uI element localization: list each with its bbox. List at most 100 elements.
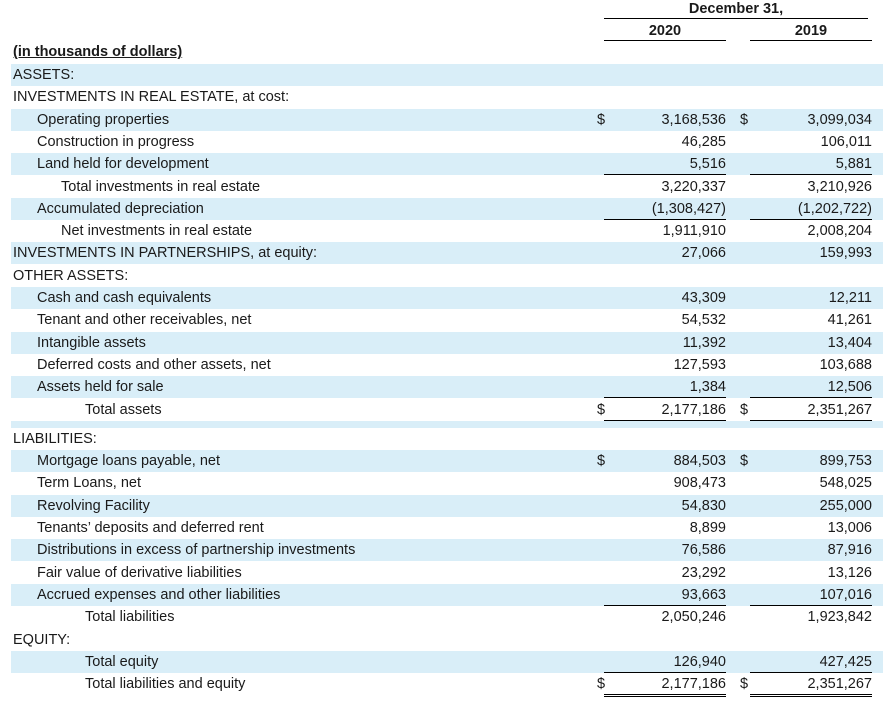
row-label: Mortgage loans payable, net [37,453,220,470]
underline-2019 [750,174,872,176]
value-2020: 908,473 [673,475,726,492]
value-2020: 127,593 [673,356,726,373]
row-label: Total liabilities and equity [85,676,246,693]
value-2019: 899,753 [819,453,872,470]
table-row: Tenant and other receivables, net 54,532 4… [11,309,883,331]
table-row: EQUITY: [11,629,883,651]
table-row [11,420,883,428]
dollar-sign-2019: $ [740,453,749,470]
underline-2020 [604,218,726,220]
underline-2019 [750,671,872,673]
value-2019: 548,025 [819,475,872,492]
value-2019: 107,016 [819,586,872,603]
underline-2020 [604,671,726,673]
row-label: INVESTMENTS IN PARTNERSHIPS, at equity: [13,245,318,262]
value-2019: 3,210,926 [807,178,872,195]
value-2019: 12,506 [827,379,872,396]
dollar-sign-2020: $ [597,676,606,693]
underline-2020 [604,694,726,698]
row-label: Total investments in real estate [61,178,261,195]
row-label: Tenant and other receivables, net [37,312,252,329]
value-2019: 13,006 [827,520,872,536]
value-2020: 93,663 [681,586,726,603]
period-header-rule [604,18,868,19]
underline-2019 [750,604,872,606]
table-row: Cash and cash equivalents 43,309 12,211 [11,287,883,309]
value-2020: 5,516 [689,156,726,173]
table-row: Distributions in excess of partnership i… [11,539,883,562]
row-label: INVESTMENTS IN REAL ESTATE, at cost: [13,89,290,106]
value-2019: 1,923,842 [807,609,872,626]
column-header-2019: 2019 [794,23,828,39]
value-2020: 3,220,337 [661,178,726,195]
row-label: Total assets [85,401,162,418]
value-2020: 23,292 [681,564,726,581]
dollar-sign-2019: $ [740,401,749,418]
value-2019: 2,008,204 [807,223,872,240]
value-2020: 126,940 [673,653,726,670]
row-label: Accumulated depreciation [37,200,204,217]
value-2019: 13,404 [827,334,872,351]
row-label: Land held for development [37,156,209,173]
column-header-2019-rule [750,40,872,41]
value-2020: 2,050,246 [661,609,726,626]
dollar-sign-2020: $ [597,111,606,128]
value-2020: 54,532 [681,312,726,329]
dollar-sign-2020: $ [597,401,606,418]
value-2020: 54,830 [681,497,726,514]
table-row: Revolving Facility 54,830 255,000 [11,494,883,517]
table-row: Total liabilities and equity $ $2,177,186 2… [11,673,883,698]
value-2020: 3,168,536 [661,111,726,128]
table-row: Mortgage loans payable, net $ $884,503 899,… [11,450,883,473]
table-row: Total equity 126,940 427,425 [11,650,883,673]
underline-2020 [604,174,726,176]
table-row: Deferred costs and other assets, net 127,… [11,354,883,376]
value-2019: 3,099,034 [807,111,872,128]
value-2020: 8,899 [689,520,726,536]
table-row: Total liabilities 2,050,246 1,923,842 [11,606,883,628]
row-label: Tenants’ deposits and deferred rent [37,520,264,536]
value-2020: (1,308,427) [651,200,726,217]
value-2019: 2,351,267 [807,676,872,693]
value-2019: 41,261 [827,312,872,329]
value-2020: 11,392 [682,334,726,351]
row-label: Total equity [85,653,159,670]
underline-2019 [750,694,872,698]
column-header-2020-rule [604,40,726,41]
row-label: Fair value of derivative liabilities [37,564,242,581]
value-2020: 884,503 [673,453,726,470]
period-header: December 31, [688,1,784,17]
value-2019: 12,211 [828,290,872,306]
value-2019: 87,916 [827,542,872,559]
row-label: Distributions in excess of partnership i… [37,542,356,559]
column-header-2020: 2020 [648,23,682,39]
dollar-sign-2020: $ [597,453,606,470]
table-row: Accumulated depreciation (1,308,427) (1,20… [11,197,883,220]
value-2019: (1,202,722) [797,200,872,217]
value-2020: 43,309 [681,290,726,306]
row-label: Accrued expenses and other liabilities [37,586,281,603]
value-2019: 159,993 [819,245,872,262]
row-label: EQUITY: [13,631,71,648]
table-row: INVESTMENTS IN REAL ESTATE, at cost: [11,86,883,108]
value-2020: 27,066 [681,245,726,262]
row-label: LIABILITIES: [13,430,97,447]
dollar-sign-2019: $ [740,111,749,128]
row-label: ASSETS: [13,67,75,83]
value-2020: 76,586 [681,542,726,559]
value-2019: 255,000 [819,497,872,514]
table-row: Total investments in real estate 3,220,33… [11,176,883,198]
table-row: Tenants’ deposits and deferred rent 8,899… [11,517,883,539]
value-2020: 1,384 [689,379,726,396]
table-row: Construction in progress 46,285 106,011 [11,131,883,153]
value-2019: 103,688 [819,356,872,373]
value-2019: 106,011 [820,133,872,150]
table-row: LIABILITIES: [11,428,883,450]
table-row: ASSETS: [11,64,883,86]
table-row: Assets held for sale 1,384 12,506 [11,376,883,399]
value-2020: 2,177,186 [661,401,726,418]
value-2019: 13,126 [827,564,872,581]
underline-2019 [750,397,872,399]
table-row: Intangible assets 11,392 13,404 [11,331,883,354]
underline-2019 [750,218,872,220]
